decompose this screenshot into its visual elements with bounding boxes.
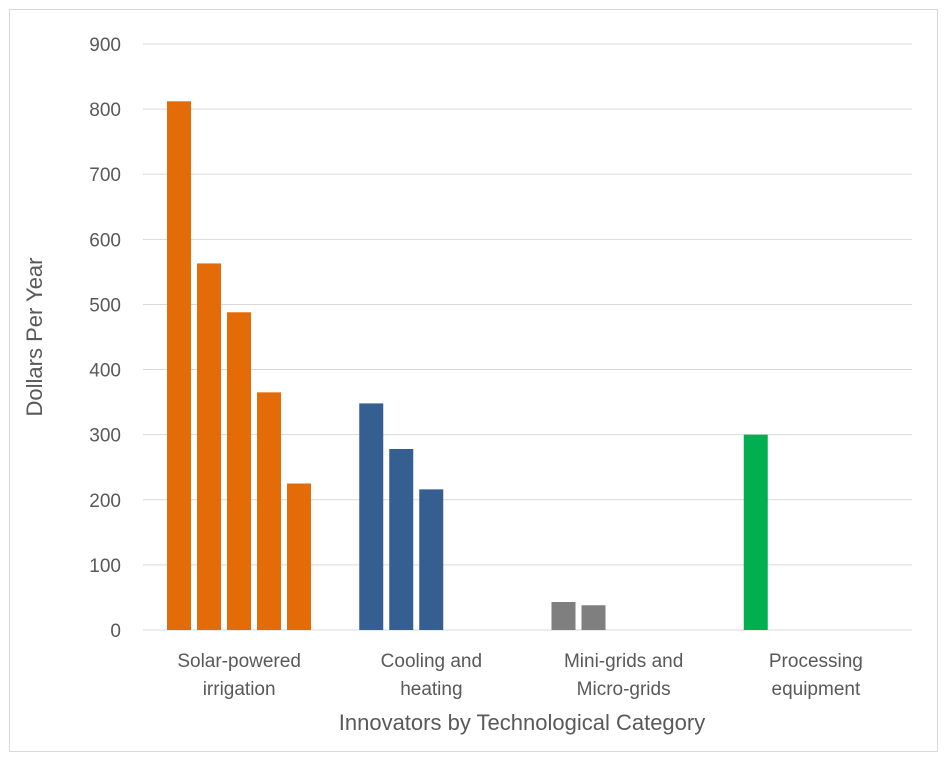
x-tick-label: Mini-grids and <box>564 651 683 672</box>
y-axis-tick-labels: 0 100 200 300 400 500 600 700 800 900 <box>89 35 121 642</box>
y-tick-label: 0 <box>110 621 121 642</box>
x-tick-label: equipment <box>772 679 861 700</box>
x-axis-tick-labels: Solar-powered irrigation Cooling and heatin… <box>177 651 863 700</box>
x-tick-label: heating <box>400 679 462 700</box>
bar-1-4 <box>257 392 281 630</box>
y-axis-title: Dollars Per Year <box>22 258 47 417</box>
bar-1-3 <box>227 312 251 630</box>
y-tick-label: 300 <box>89 426 121 447</box>
y-tick-label: 700 <box>89 165 121 186</box>
y-tick-label: 900 <box>89 35 121 56</box>
bar-2-2 <box>389 448 414 630</box>
bar-3-2 <box>581 605 606 630</box>
bar-2-1 <box>359 403 384 630</box>
x-axis-title: Innovators by Technological Category <box>339 710 705 735</box>
y-tick-label: 800 <box>89 100 121 121</box>
x-tick-label: Micro-grids <box>577 679 671 700</box>
bar-4-1 <box>743 434 768 630</box>
y-tick-label: 100 <box>89 556 121 577</box>
bar-2-3 <box>419 489 444 630</box>
bar-1-2 <box>197 263 221 630</box>
y-tick-label: 600 <box>89 230 121 251</box>
chart-frame <box>9 9 938 752</box>
y-tick-label: 500 <box>89 295 121 316</box>
bar-3-1 <box>551 602 576 630</box>
x-tick-label: Cooling and <box>381 651 482 672</box>
x-tick-label: irrigation <box>203 679 276 700</box>
x-tick-label: Solar-powered <box>177 651 301 672</box>
bar-1-5 <box>287 483 311 630</box>
x-tick-label: Processing <box>769 651 863 672</box>
bars <box>167 101 768 630</box>
bar-1-1 <box>167 101 191 630</box>
y-tick-label: 200 <box>89 491 121 512</box>
y-tick-label: 400 <box>89 361 121 382</box>
